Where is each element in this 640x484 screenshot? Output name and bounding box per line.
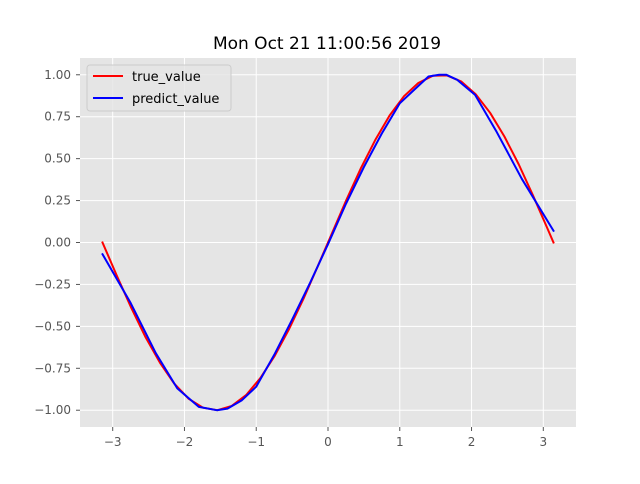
y-axis-ticks: −1.00 −0.75 −0.50 −0.25 0.00 0.25 0.50 0.75 1.00: [34, 68, 80, 417]
y-tick-label: −1.00: [34, 403, 71, 417]
chart-title: Mon Oct 21 11:00:56 2019: [213, 34, 441, 54]
series-line-predict-value: [101, 73, 555, 412]
y-tick-label: 0.25: [44, 194, 71, 208]
data-series: [101, 73, 555, 412]
y-tick-label: 1.00: [44, 68, 71, 82]
y-tick-label: 0.75: [44, 110, 71, 124]
y-tick-label: 0.00: [44, 236, 71, 250]
x-tick-label: −1: [247, 435, 265, 449]
x-tick-label: 0: [324, 435, 332, 449]
y-tick-label: −0.25: [34, 277, 71, 291]
x-tick-label: 2: [468, 435, 476, 449]
x-tick-label: −3: [104, 435, 122, 449]
y-tick-label: −0.75: [34, 361, 71, 375]
legend-label-true-value: true_value: [132, 70, 201, 85]
x-tick-label: 3: [539, 435, 547, 449]
chart-legend: true_value predict_value: [86, 64, 232, 112]
x-axis-ticks: −3 −2 −1 0 1 2 3: [104, 427, 547, 449]
legend-label-predict-value: predict_value: [132, 92, 219, 107]
x-tick-label: −2: [176, 435, 194, 449]
x-tick-label: 1: [396, 435, 404, 449]
y-tick-label: 0.50: [44, 152, 71, 166]
y-tick-label: −0.50: [34, 319, 71, 333]
